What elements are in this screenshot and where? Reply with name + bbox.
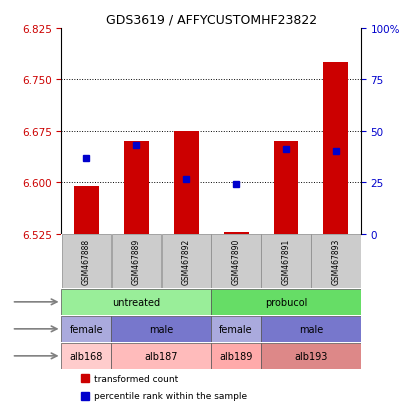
Bar [111,316,211,342]
Text: alb187: alb187 [144,351,178,361]
Text: alb168: alb168 [70,351,103,361]
Text: GSM467889: GSM467889 [132,238,140,285]
Bar [261,234,310,289]
Bar [124,142,148,234]
Text: male: male [298,324,322,334]
Text: probucol: probucol [264,297,306,307]
Bar [323,63,348,234]
Bar [261,343,360,369]
Text: female: female [219,324,252,334]
Text: untreated: untreated [112,297,160,307]
Bar [61,343,111,369]
Bar [211,234,260,289]
Bar [61,316,111,342]
Text: alb189: alb189 [219,351,252,361]
Bar [211,316,261,342]
Bar [74,186,99,234]
Text: GSM467891: GSM467891 [281,238,290,285]
Bar [211,343,261,369]
Bar [261,316,360,342]
Bar [61,289,211,315]
Text: GSM467888: GSM467888 [82,238,91,285]
Text: transformed count: transformed count [94,374,178,383]
Title: GDS3619 / AFFYCUSTOMHF23822: GDS3619 / AFFYCUSTOMHF23822 [106,13,316,26]
Text: GSM467893: GSM467893 [330,238,339,285]
Text: alb193: alb193 [294,351,327,361]
Text: GSM467890: GSM467890 [231,238,240,285]
Bar [62,234,111,289]
Bar [111,343,211,369]
Text: female: female [70,324,103,334]
Bar [111,234,161,289]
Bar [310,234,360,289]
Bar [211,289,360,315]
Bar [223,233,248,234]
Bar [273,142,298,234]
Bar [173,131,198,234]
Text: male: male [149,324,173,334]
Bar [161,234,210,289]
Text: percentile rank within the sample: percentile rank within the sample [94,392,247,401]
Text: GSM467892: GSM467892 [181,238,190,285]
